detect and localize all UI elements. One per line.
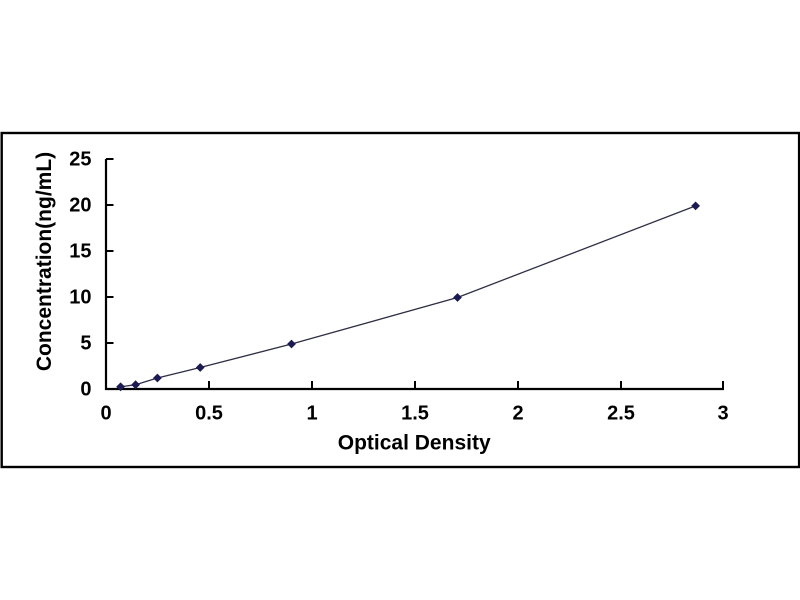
svg-text:2.5: 2.5 (607, 402, 635, 424)
svg-text:0.5: 0.5 (195, 402, 223, 424)
svg-text:20: 20 (69, 194, 91, 216)
svg-text:0: 0 (100, 402, 111, 424)
svg-text:25: 25 (69, 148, 91, 170)
svg-text:0: 0 (80, 378, 91, 400)
svg-text:Concentration(ng/mL): Concentration(ng/mL) (33, 152, 56, 371)
svg-text:3: 3 (717, 402, 728, 424)
svg-text:15: 15 (69, 240, 91, 262)
svg-text:5: 5 (80, 332, 91, 354)
svg-text:1.5: 1.5 (401, 402, 429, 424)
svg-text:1: 1 (306, 402, 317, 424)
svg-text:10: 10 (69, 286, 91, 308)
svg-text:Optical Density: Optical Density (338, 432, 491, 455)
svg-text:2: 2 (512, 402, 523, 424)
